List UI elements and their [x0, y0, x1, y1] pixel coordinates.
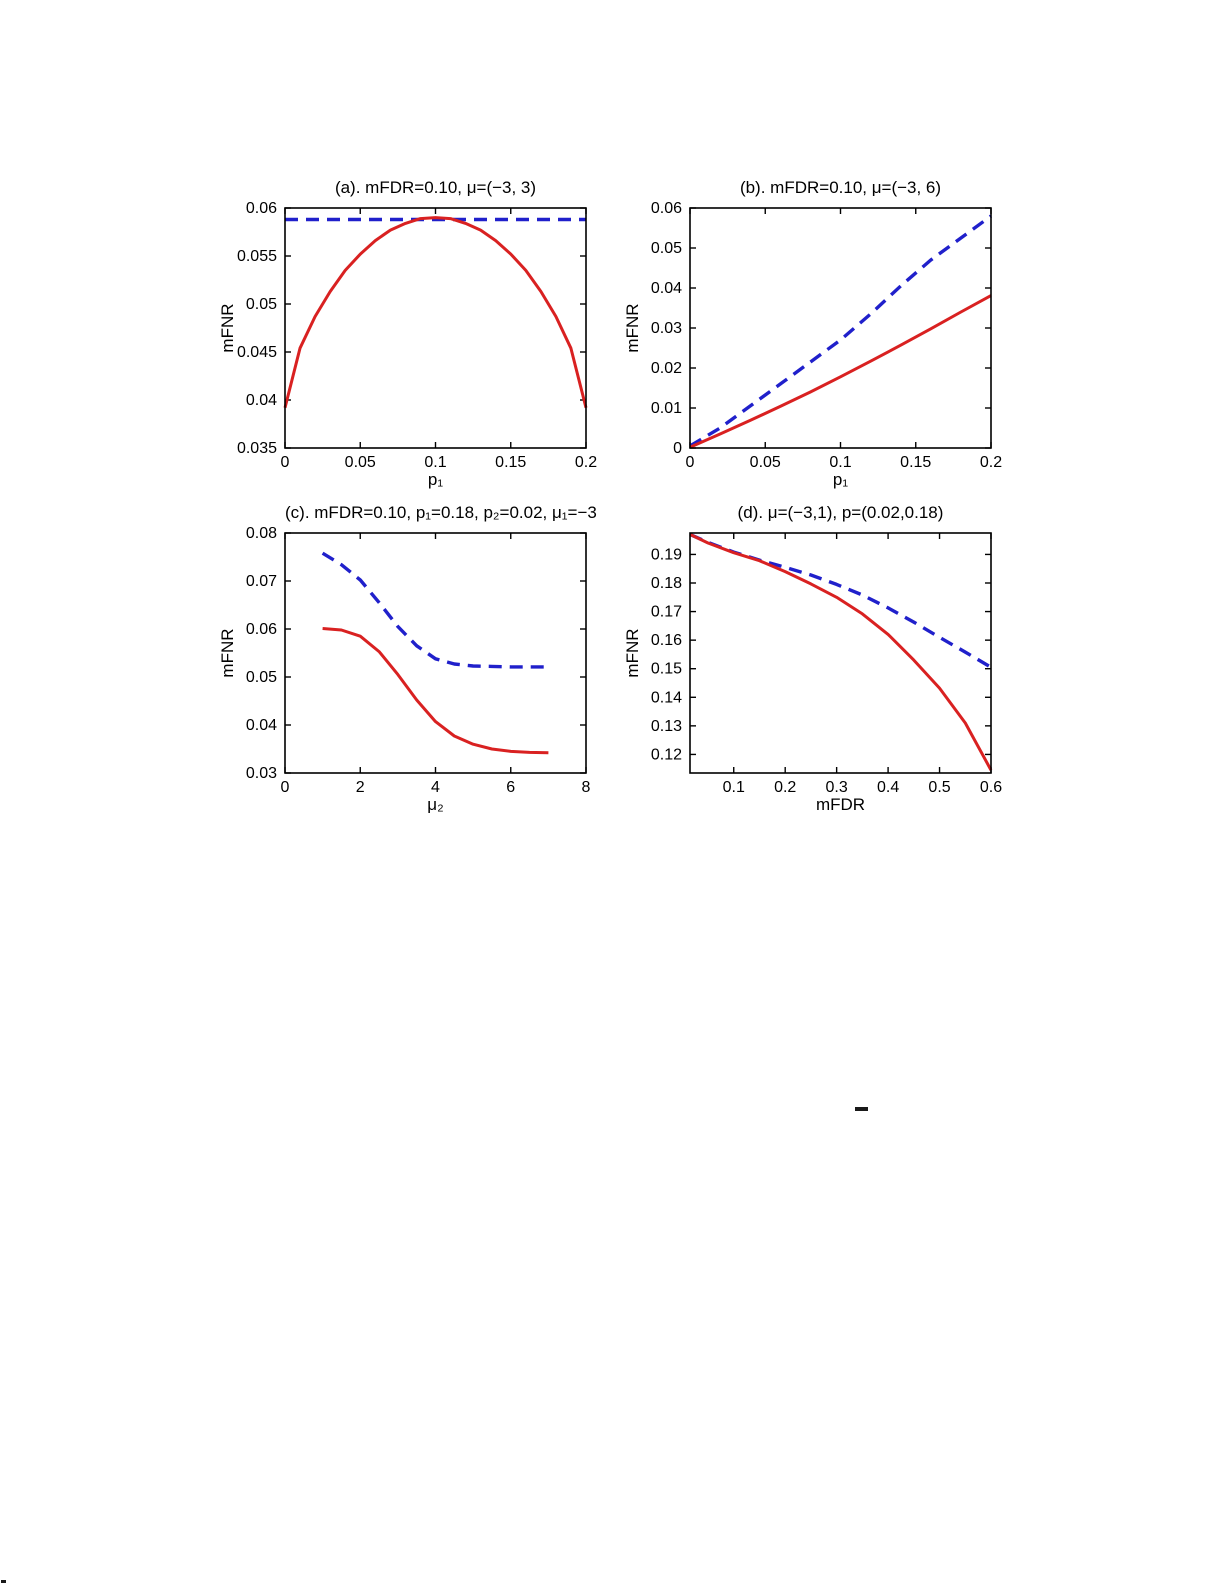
y-tick-label: 0.17: [651, 604, 682, 621]
y-tick-label: 0.14: [651, 689, 682, 706]
x-tick-label: 0.3: [826, 779, 848, 796]
x-tick-label: 0.15: [495, 454, 526, 471]
x-tick-label: 0.05: [750, 454, 781, 471]
y-tick-label: 0.08: [246, 525, 277, 542]
axes-frame: [689, 532, 992, 774]
y-tick-label: 0.19: [651, 546, 682, 563]
y-tick-label: 0.06: [651, 200, 682, 217]
x-tick-label: 0.1: [723, 779, 745, 796]
x-tick-label: 0.4: [877, 779, 899, 796]
y-tick-label: 0.03: [651, 320, 682, 337]
x-tick-label: 0.1: [829, 454, 851, 471]
page-corner-mark: [1, 1580, 6, 1583]
subplot-d-plot-canvas: 0.1 0.2 0.3 0.4 0.5 0.6 0.12 0.13 0.14 0.15 0.16 0.…: [651, 532, 1002, 796]
y-tick-label: 0.01: [651, 400, 682, 417]
x-tick-label: 4: [431, 779, 440, 796]
x-tick-label: 0.2: [980, 454, 1002, 471]
y-tick-label: 0: [673, 440, 682, 457]
y-tick-label: 0.18: [651, 575, 682, 592]
y-tick-label: 0.02: [651, 360, 682, 377]
subplot-b-xlabel: p₁: [832, 470, 849, 489]
y-tick-label: 0.04: [246, 392, 277, 409]
subplot-d-xlabel: mFDR: [815, 795, 866, 814]
series-blue-dashed: [321, 551, 549, 669]
subplot-a: (a). mFDR=0.10, μ=(−3, 3) mFNR 0 0.05 0.1 0…: [210, 175, 610, 505]
y-tick-label: 0.06: [246, 621, 277, 638]
y-tick-label: 0.07: [246, 573, 277, 590]
y-tick-label: 0.055: [237, 248, 277, 265]
x-tick-label: 0: [686, 454, 695, 471]
subplot-b-plot-canvas: 0 0.05 0.1 0.15 0.2 0 0.01 0.02 0.03 0.04 0.05 0.06: [651, 200, 1002, 471]
y-tick-label: 0.06: [246, 200, 277, 217]
x-tick-label: 0.6: [980, 779, 1002, 796]
subplot-c: (c). mFDR=0.10, p₁=0.18, p₂=0.02, μ₁=−3 …: [210, 500, 610, 830]
y-tick-label: 0.13: [651, 718, 682, 735]
y-tick-label: 0.05: [246, 669, 277, 686]
series-red-solid: [283, 216, 588, 409]
axes-frame: [284, 532, 587, 774]
x-tick-label: 0: [281, 454, 290, 471]
x-tick-label: 0.15: [900, 454, 931, 471]
y-tick-label: 0.05: [651, 240, 682, 257]
axes-frame: [284, 207, 587, 449]
x-tick-label: 0: [281, 779, 290, 796]
x-tick-label: 0.05: [345, 454, 376, 471]
series-red-solid: [689, 533, 993, 771]
y-tick-label: 0.12: [651, 746, 682, 763]
x-tick-label: 6: [506, 779, 515, 796]
y-tick-label: 0.035: [237, 440, 277, 457]
subplot-c-xlabel: μ₂: [427, 795, 444, 814]
series-red-solid: [689, 294, 992, 449]
y-tick-label: 0.16: [651, 632, 682, 649]
stray-dash-mark: [855, 1107, 868, 1111]
subplot-a-title: (a). mFDR=0.10, μ=(−3, 3): [334, 178, 537, 197]
series-red-solid: [322, 627, 549, 755]
axes-frame: [689, 207, 992, 449]
x-tick-label: 8: [582, 779, 591, 796]
subplot-a-xlabel: p₁: [427, 470, 444, 489]
y-tick-label: 0.03: [246, 765, 277, 782]
subplot-c-title: (c). mFDR=0.10, p₁=0.18, p₂=0.02, μ₁=−3: [285, 503, 597, 522]
x-tick-label: 0.1: [424, 454, 446, 471]
y-tick-label: 0.04: [246, 717, 277, 734]
series-blue-dashed: [689, 214, 993, 448]
subplot-c-plot-canvas: 0 2 4 6 8 0.03 0.04 0.05 0.06 0.07 0.08: [246, 525, 591, 796]
subplot-a-plot-canvas: 0 0.05 0.1 0.15 0.2 0.035 0.04 0.045 0.05 0.055 0.…: [237, 200, 597, 471]
y-tick-label: 0.15: [651, 661, 682, 678]
x-tick-label: 0.5: [928, 779, 950, 796]
x-tick-label: 2: [356, 779, 365, 796]
y-tick-label: 0.04: [651, 280, 682, 297]
subplot-b-title: (b). mFDR=0.10, μ=(−3, 6): [739, 178, 942, 197]
subplot-b: (b). mFDR=0.10, μ=(−3, 6) mFNR 0 0.05 0.1 0…: [615, 175, 1015, 505]
x-tick-label: 0.2: [575, 454, 597, 471]
x-tick-label: 0.2: [774, 779, 796, 796]
y-tick-label: 0.05: [246, 296, 277, 313]
subplot-d-title: (d). μ=(−3,1), p=(0.02,0.18): [737, 503, 944, 522]
y-tick-label: 0.045: [237, 344, 277, 361]
subplot-d: (d). μ=(−3,1), p=(0.02,0.18) mFNR 0.1 0.2…: [615, 500, 1015, 830]
